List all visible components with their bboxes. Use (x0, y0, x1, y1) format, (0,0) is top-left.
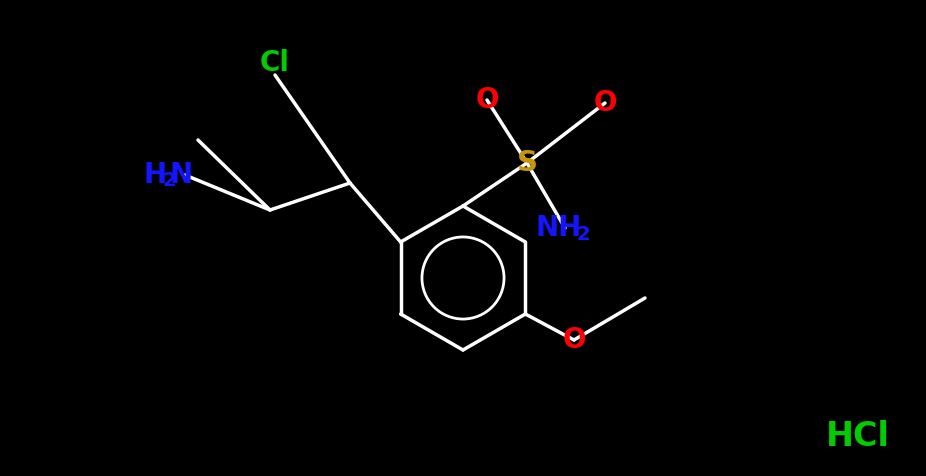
Text: 2: 2 (162, 171, 176, 190)
Text: HCl: HCl (826, 420, 890, 454)
Text: Cl: Cl (260, 49, 290, 77)
Text: H: H (144, 161, 167, 189)
Text: NH: NH (536, 214, 582, 242)
Text: 2: 2 (576, 225, 590, 244)
Text: S: S (517, 149, 537, 177)
Text: N: N (169, 161, 193, 189)
Text: O: O (594, 89, 617, 117)
Text: O: O (475, 86, 499, 114)
Text: O: O (562, 326, 586, 354)
